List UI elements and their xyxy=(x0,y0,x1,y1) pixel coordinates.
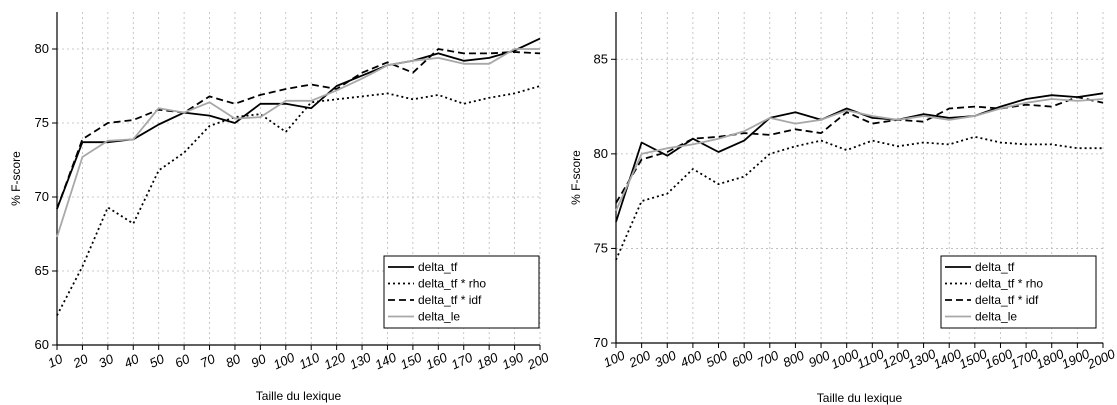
x-tick-label: 130 xyxy=(347,349,374,372)
x-tick-label: 600 xyxy=(729,347,756,370)
x-tick-label: 200 xyxy=(626,347,654,371)
series-line-delta-tf-rho xyxy=(56,85,541,316)
x-tick-label: 2000 xyxy=(1084,346,1117,373)
legend-label: delta_le xyxy=(418,310,460,324)
y-tick-label: 70 xyxy=(35,189,49,204)
x-tick-label: 10 xyxy=(45,351,65,371)
x-tick-label: 30 xyxy=(96,351,116,371)
y-tick-label: 75 xyxy=(594,240,608,255)
legend-label: delta_le xyxy=(975,310,1017,324)
legend-label: delta_tf * rho xyxy=(418,277,486,291)
y-tick-label: 85 xyxy=(594,51,608,66)
x-tick-label: 50 xyxy=(147,351,167,371)
x-tick-label: 700 xyxy=(755,347,782,370)
x-tick-label: 100 xyxy=(601,347,628,370)
x-tick-label: 200 xyxy=(524,349,552,373)
y-axis-title: % F-score xyxy=(569,150,583,205)
x-tick-label: 20 xyxy=(70,351,91,371)
x-tick-label: 40 xyxy=(122,351,142,371)
series-line-delta-tf-idf xyxy=(56,48,541,210)
y-tick-label: 65 xyxy=(35,263,49,278)
x-tick-label: 90 xyxy=(249,351,269,371)
x-tick-label: 190 xyxy=(500,349,527,372)
y-tick-label: 80 xyxy=(594,146,608,161)
y-tick-label: 70 xyxy=(594,335,608,350)
series-line-delta-le xyxy=(56,48,540,238)
x-tick-label: 80 xyxy=(223,351,243,371)
x-tick-label: 110 xyxy=(297,349,323,372)
legend-label: delta_tf * rho xyxy=(975,277,1043,291)
x-tick-label: 60 xyxy=(172,351,192,371)
x-tick-label: 300 xyxy=(652,347,679,370)
x-tick-label: 70 xyxy=(198,351,218,371)
legend-label: delta_tf * idf xyxy=(975,293,1039,307)
x-tick-label: 800 xyxy=(781,347,808,370)
x-axis-title: Taille du lexique xyxy=(256,389,342,403)
legend-label: delta_tf * idf xyxy=(418,293,482,307)
y-tick-label: 75 xyxy=(35,115,49,130)
x-tick-label: 180 xyxy=(474,349,501,372)
legend-label: delta_tf xyxy=(975,260,1015,274)
x-tick-label: 140 xyxy=(373,349,400,372)
series-line-delta-tf-idf xyxy=(615,96,1104,204)
series-line-delta-tf xyxy=(56,37,541,210)
x-tick-label: 160 xyxy=(423,349,450,372)
x-tick-label: 400 xyxy=(678,347,705,370)
y-tick-label: 80 xyxy=(35,41,49,56)
series-line-delta-tf-rho xyxy=(615,135,1103,261)
y-tick-label: 60 xyxy=(35,337,49,352)
y-axis-title: % F-score xyxy=(9,151,23,206)
x-tick-label: 120 xyxy=(322,349,349,372)
x-tick-label: 500 xyxy=(704,347,731,370)
x-axis-title: Taille du lexique xyxy=(817,391,903,405)
legend-label: delta_tf xyxy=(418,260,458,274)
x-tick-label: 170 xyxy=(449,349,476,372)
x-tick-label: 100 xyxy=(271,349,298,372)
series-line-delta-le xyxy=(615,98,1104,211)
x-tick-label: 150 xyxy=(398,349,425,372)
